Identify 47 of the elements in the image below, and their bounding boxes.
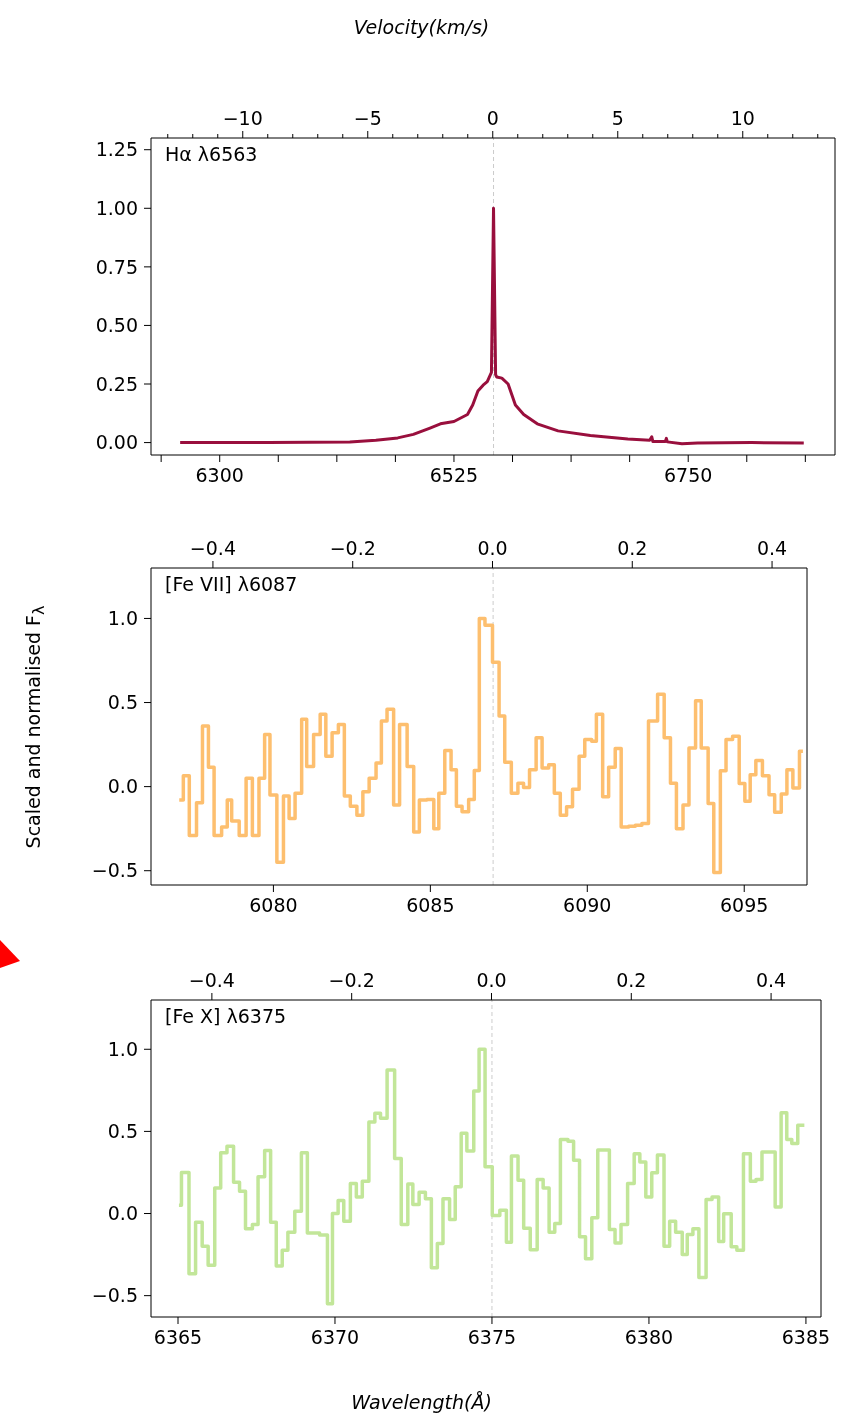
y-tick-label: 0.5 bbox=[107, 1120, 138, 1143]
y-tick-label: 0.75 bbox=[95, 255, 138, 278]
y-tick-label: 1.0 bbox=[107, 1037, 138, 1060]
x-tick-label: 6085 bbox=[406, 894, 455, 917]
y-tick-label: 0.25 bbox=[95, 372, 138, 395]
y-tick-label: 1.00 bbox=[95, 196, 138, 219]
x2-tick-label: −5 bbox=[353, 107, 382, 129]
y-tick-label: 0.50 bbox=[95, 314, 138, 337]
x2-tick-label: −10 bbox=[222, 107, 263, 129]
x2-tick-label: 0 bbox=[486, 107, 499, 129]
x-tick-label: 6300 bbox=[195, 464, 244, 487]
x2-tick-label: 10 bbox=[730, 107, 755, 129]
x2-tick-label: −0.2 bbox=[329, 537, 376, 559]
x2-tick-label: 5 bbox=[611, 107, 624, 129]
x-axis-title: Wavelength(Å) bbox=[350, 1391, 493, 1413]
y-tick-label: 1.25 bbox=[95, 138, 138, 161]
x-tick-label: 6380 bbox=[624, 1326, 674, 1349]
x-tick-label: 6080 bbox=[249, 894, 298, 917]
x2-tick-label: 0.2 bbox=[616, 969, 647, 991]
x2-axis-title: Velocity(km/s) bbox=[352, 16, 491, 38]
y-tick-label: 0.5 bbox=[107, 691, 138, 714]
x2-tick-label: −0.2 bbox=[328, 969, 375, 991]
x-tick-label: 6370 bbox=[310, 1326, 360, 1349]
x2-tick-label: 0.0 bbox=[477, 537, 508, 559]
x2-tick-label: −0.4 bbox=[189, 537, 236, 559]
chart-title: [Fe VII] λ6087 bbox=[165, 573, 298, 595]
x-tick-label: 6750 bbox=[664, 464, 713, 487]
x-tick-label: 6365 bbox=[153, 1326, 203, 1349]
x-tick-label: 6385 bbox=[781, 1326, 831, 1349]
y-tick-label: 1.0 bbox=[107, 607, 138, 630]
y-tick-label: 0.0 bbox=[107, 775, 138, 798]
y-tick-label: −0.5 bbox=[91, 1284, 138, 1307]
x2-tick-label: 0.4 bbox=[756, 537, 788, 559]
y-tick-label: 0.0 bbox=[107, 1202, 138, 1225]
x-tick-label: 6090 bbox=[563, 894, 612, 917]
x2-tick-label: 0.4 bbox=[755, 969, 787, 991]
chart-title: Hα λ6563 bbox=[165, 143, 258, 165]
x-tick-label: 6375 bbox=[467, 1326, 517, 1349]
x2-tick-label: 0.2 bbox=[617, 537, 648, 559]
chart-title: [Fe X] λ6375 bbox=[165, 1005, 287, 1027]
y-tick-label: 0.00 bbox=[95, 431, 138, 454]
line-series bbox=[178, 206, 806, 446]
x2-tick-label: 0.0 bbox=[476, 969, 507, 991]
y-tick-label: −0.5 bbox=[91, 859, 138, 882]
x-tick-label: 6095 bbox=[720, 894, 769, 917]
x2-tick-label: −0.4 bbox=[188, 969, 235, 991]
x-tick-label: 6525 bbox=[429, 464, 479, 487]
